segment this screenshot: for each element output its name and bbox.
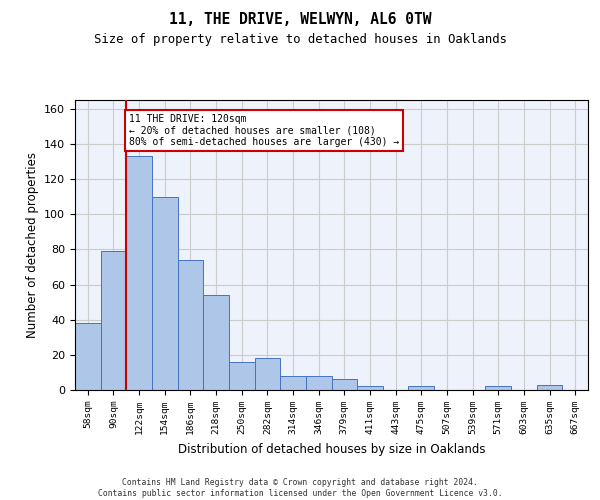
Bar — [178, 260, 203, 390]
Bar — [254, 358, 280, 390]
Bar — [203, 295, 229, 390]
Text: Contains HM Land Registry data © Crown copyright and database right 2024.
Contai: Contains HM Land Registry data © Crown c… — [98, 478, 502, 498]
Bar — [537, 384, 562, 390]
Bar — [101, 251, 127, 390]
Bar — [331, 380, 357, 390]
X-axis label: Distribution of detached houses by size in Oaklands: Distribution of detached houses by size … — [178, 442, 485, 456]
Bar — [306, 376, 331, 390]
Text: Size of property relative to detached houses in Oaklands: Size of property relative to detached ho… — [94, 32, 506, 46]
Bar — [280, 376, 306, 390]
Bar — [75, 323, 101, 390]
Bar — [409, 386, 434, 390]
Text: 11, THE DRIVE, WELWYN, AL6 0TW: 11, THE DRIVE, WELWYN, AL6 0TW — [169, 12, 431, 28]
Bar — [127, 156, 152, 390]
Text: 11 THE DRIVE: 120sqm
← 20% of detached houses are smaller (108)
80% of semi-deta: 11 THE DRIVE: 120sqm ← 20% of detached h… — [129, 114, 399, 148]
Bar — [152, 196, 178, 390]
Bar — [357, 386, 383, 390]
Bar — [485, 386, 511, 390]
Y-axis label: Number of detached properties: Number of detached properties — [26, 152, 38, 338]
Bar — [229, 362, 254, 390]
